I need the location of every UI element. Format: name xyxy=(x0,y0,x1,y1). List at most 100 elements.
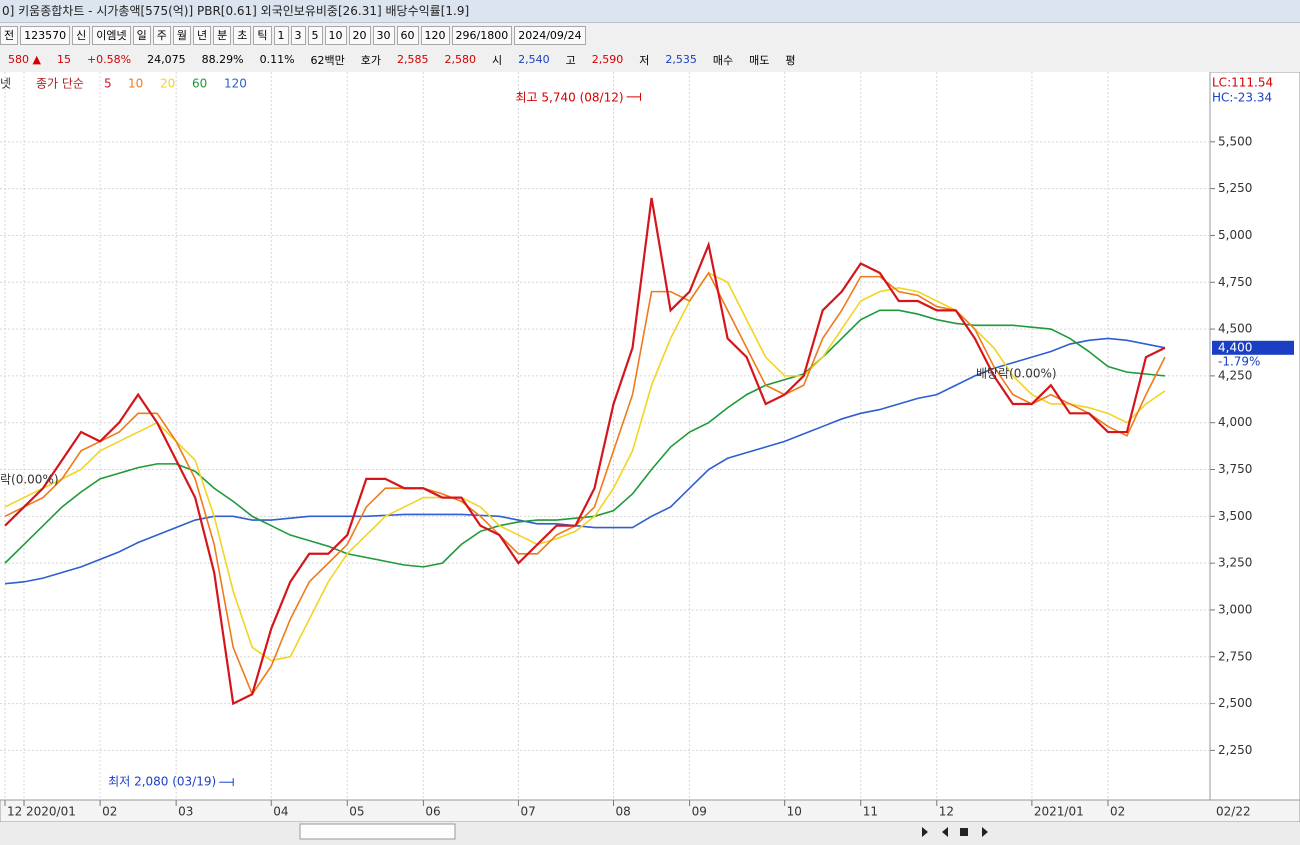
chart: 2,250 2,500 2,750 3,000 3,250 3,500 3,750 4,000… xyxy=(0,72,1300,845)
x-axis-area xyxy=(0,799,1300,823)
quote-bar: 580 ▲ 15 +0.58% 24,075 88.29% 0.11% 62백만 호가 2,58… xyxy=(0,48,1300,71)
x-tick-label: 2020/01 xyxy=(26,805,76,819)
toolbar-item[interactable]: 296/1800 xyxy=(451,26,513,45)
nav-buttons xyxy=(922,827,988,837)
y-axis-area xyxy=(1209,72,1300,801)
toolbar: 전 123570 신 이엠넷 일 주 월 년 분 초 틱 1 3 5 10 20 30 60 120 296/1800… xyxy=(0,24,1300,47)
window-title: 0] 키움종합차트 - 시가총액[575(억)] PBR[0.61] 외국인보유… xyxy=(2,4,470,18)
y-tick-label: 5,500 xyxy=(1218,134,1252,148)
y-tick-label: 4,000 xyxy=(1218,415,1252,429)
scroll-bar xyxy=(0,822,1300,845)
y-tick-label: 3,250 xyxy=(1218,556,1252,570)
toolbar-item[interactable]: 분 xyxy=(213,26,232,45)
toolbar-item[interactable]: 주 xyxy=(152,26,171,45)
annotation: 락(0.00%) xyxy=(0,473,59,487)
quote-item[interactable]: 2,540 xyxy=(518,53,550,66)
x-tick-label: 06 xyxy=(425,805,440,819)
x-tick-label: 11 xyxy=(863,805,878,819)
toolbar-item[interactable]: 120 xyxy=(420,26,450,45)
x-axis-end-label: 02/22 xyxy=(1216,805,1251,819)
current-price-label: 4,400 xyxy=(1218,340,1252,354)
quote-item[interactable]: 24,075 xyxy=(147,53,186,66)
toolbar-item[interactable]: 틱 xyxy=(253,26,272,45)
toolbar-item[interactable]: 일 xyxy=(132,26,151,45)
quote-item[interactable]: 2,590 xyxy=(591,53,624,66)
lc-label: LC:111.54 xyxy=(1212,76,1273,90)
toolbar-item[interactable]: 2024/09/24 xyxy=(514,26,586,45)
y-tick-label: 2,750 xyxy=(1218,649,1252,663)
y-tick-label: 2,250 xyxy=(1218,743,1252,757)
toolbar-item[interactable]: 30 xyxy=(372,26,395,45)
quote-item[interactable]: 시 xyxy=(492,53,503,67)
toolbar-item[interactable]: 60 xyxy=(396,26,419,45)
quote-item[interactable]: 62백만 xyxy=(310,53,345,67)
play-button[interactable] xyxy=(922,827,928,837)
quote-item[interactable]: 호가 xyxy=(360,53,382,67)
y-tick-label: 4,500 xyxy=(1218,322,1252,336)
annotation: 배당락(0.00%) xyxy=(976,367,1057,381)
toolbar-item[interactable]: 123570 xyxy=(20,26,71,45)
x-tick-label: 10 xyxy=(787,805,802,819)
low-label: 최저 2,080 (03/19) xyxy=(108,775,216,789)
y-tick-label: 3,500 xyxy=(1218,509,1252,523)
toolbar-item[interactable]: 1 xyxy=(273,26,289,45)
quote-item[interactable]: 매수 xyxy=(712,53,734,67)
quote-item[interactable]: 고 xyxy=(565,53,576,67)
ma-line xyxy=(4,197,1166,706)
x-tick-label: 02 xyxy=(102,805,117,819)
legend-entry: 10 xyxy=(128,77,143,91)
quote-item[interactable]: 0.11% xyxy=(259,53,295,66)
quote-item[interactable]: 평 xyxy=(785,53,796,67)
change-label: -1.79% xyxy=(1218,354,1260,368)
toolbar-item[interactable]: 월 xyxy=(172,26,191,45)
stop-button[interactable] xyxy=(960,828,968,836)
x-tick-label: 04 xyxy=(273,805,288,819)
x-tick-label: 05 xyxy=(349,805,364,819)
x-tick-label: 2021/01 xyxy=(1034,805,1084,819)
quote-item[interactable]: 저 xyxy=(639,53,650,67)
x-tick-label: 07 xyxy=(520,805,535,819)
toolbar-item[interactable]: 10 xyxy=(324,26,347,45)
legend-prefix: 넷 xyxy=(0,77,11,91)
scroll-thumb[interactable] xyxy=(299,823,456,840)
hc-label: HC:-23.34 xyxy=(1212,91,1272,105)
legend-title: 종가 단순 xyxy=(36,77,84,91)
toolbar-item[interactable]: 5 xyxy=(307,26,323,45)
legend-entry: 120 xyxy=(224,77,247,91)
plot-area xyxy=(0,72,1210,800)
x-tick-label: 12 xyxy=(939,805,954,819)
toolbar-item[interactable]: 초 xyxy=(233,26,252,45)
legend-entry: 20 xyxy=(160,77,175,91)
ma-line xyxy=(4,271,1166,696)
x-tick-label: 09 xyxy=(692,805,707,819)
x-tick-label: 08 xyxy=(616,805,631,819)
quote-item[interactable]: 2,580 xyxy=(444,53,477,66)
quote-item[interactable]: 15 xyxy=(56,53,71,66)
back-button[interactable] xyxy=(942,827,948,837)
y-tick-label: 3,750 xyxy=(1218,462,1252,476)
quote-item[interactable]: 88.29% xyxy=(201,53,244,66)
high-label: 최고 5,740 (08/12) xyxy=(516,90,624,104)
y-tick-label: 4,750 xyxy=(1218,275,1252,289)
x-tick-label: 02 xyxy=(1110,805,1125,819)
toolbar-item[interactable]: 신 xyxy=(72,26,91,45)
quote-item[interactable]: 580 ▲ xyxy=(8,53,41,66)
toolbar-item[interactable]: 20 xyxy=(348,26,371,45)
toolbar-item[interactable]: 전 xyxy=(0,26,19,45)
x-tick-label: 12 xyxy=(7,805,22,819)
y-tick-label: 5,250 xyxy=(1218,181,1252,195)
quote-item[interactable]: 2,535 xyxy=(665,53,697,66)
y-tick-label: 5,000 xyxy=(1218,228,1252,242)
quote-item[interactable]: +0.58% xyxy=(86,53,132,66)
x-tick-label: 03 xyxy=(178,805,193,819)
quote-item[interactable]: 매도 xyxy=(749,53,770,67)
toolbar-item[interactable]: 3 xyxy=(290,26,306,45)
toolbar-item[interactable]: 년 xyxy=(193,26,212,45)
quote-item[interactable]: 2,585 xyxy=(397,53,429,66)
y-tick-label: 3,000 xyxy=(1218,602,1252,616)
y-tick-label: 4,250 xyxy=(1218,368,1252,382)
toolbar-item[interactable]: 이엠넷 xyxy=(92,26,131,45)
forward-button[interactable] xyxy=(982,827,988,837)
current-price-box xyxy=(1212,340,1294,355)
